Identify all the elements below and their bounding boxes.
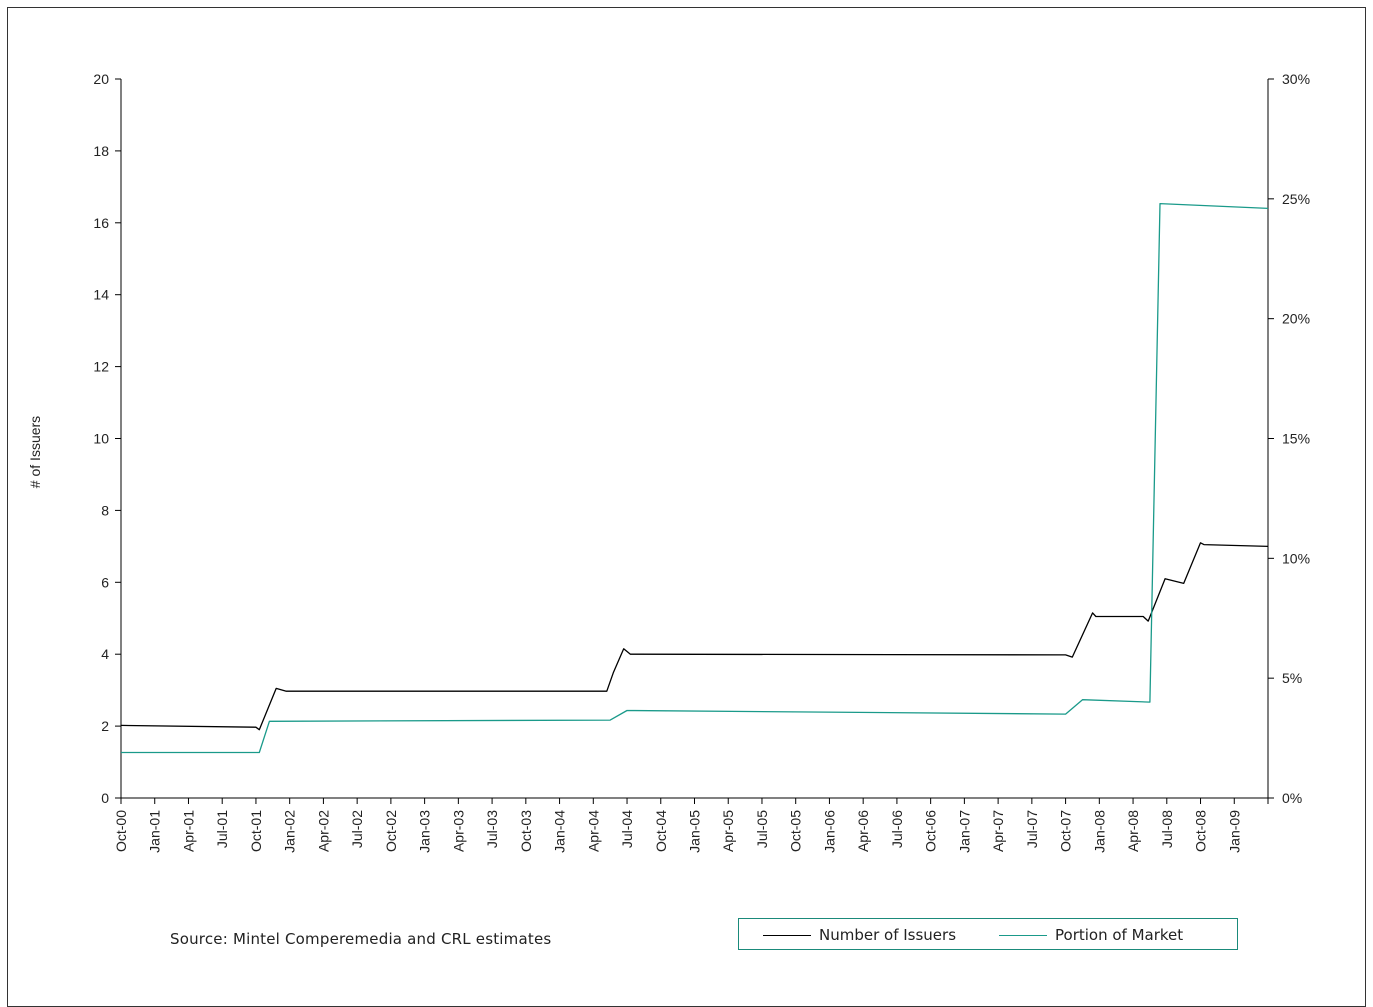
x-tick-label: Jan-01 [147, 810, 163, 853]
legend-label-issuers: Number of Issuers [819, 926, 957, 944]
x-tick-label: Jul-01 [214, 810, 230, 848]
x-tick-label: Apr-06 [855, 810, 871, 852]
x-tick-label: Jan-04 [552, 810, 568, 853]
x-tick-label: Oct-06 [923, 810, 939, 852]
x-tick-label: Jan-03 [417, 810, 433, 853]
source-note: Source: Mintel Comperemedia and CRL esti… [170, 930, 552, 948]
left-tick-label: 0 [101, 790, 109, 806]
x-tick-label: Apr-01 [180, 810, 196, 852]
x-tick-label: Jul-05 [754, 810, 770, 848]
x-tick-label: Jul-06 [889, 810, 905, 848]
x-tick-label: Oct-05 [788, 810, 804, 852]
left-tick-label: 16 [93, 215, 109, 231]
left-tick-label: 10 [93, 431, 109, 447]
left-tick-label: 2 [101, 718, 109, 734]
series-line-market [121, 202, 1269, 754]
right-tick-label: 0% [1282, 790, 1302, 806]
x-tick-label: Oct-08 [1193, 810, 1209, 852]
x-tick-label: Oct-01 [248, 810, 264, 852]
legend-item-issuers: Number of Issuers [763, 926, 956, 944]
right-tick-label: 30% [1282, 71, 1310, 87]
left-tick-label: 6 [101, 574, 109, 590]
x-tick-label: Jan-09 [1226, 810, 1242, 853]
x-tick-label: Apr-03 [450, 810, 466, 852]
legend-swatch-market [999, 935, 1047, 936]
x-tick-label: Apr-07 [990, 810, 1006, 852]
y-axis-label: # of Issuers [27, 416, 43, 488]
left-tick-label: 14 [93, 287, 109, 303]
x-tick-label: Oct-04 [653, 810, 669, 852]
x-tick-label: Jan-06 [821, 810, 837, 853]
left-tick-label: 8 [101, 502, 109, 518]
legend: Number of Issuers Portion of Market [738, 918, 1238, 950]
right-tick-label: 20% [1282, 311, 1310, 327]
x-tick-label: Oct-02 [383, 810, 399, 852]
left-tick-label: 12 [93, 359, 109, 375]
x-tick-label: Jan-07 [956, 810, 972, 853]
x-tick-label: Jan-05 [687, 810, 703, 853]
x-tick-label: Jul-03 [484, 810, 500, 848]
x-tick-label: Oct-07 [1058, 810, 1074, 852]
x-tick-label: Oct-03 [518, 810, 534, 852]
x-tick-label: Jul-07 [1024, 810, 1040, 848]
x-tick-label: Apr-04 [585, 810, 601, 852]
x-tick-label: Jul-02 [349, 810, 365, 848]
x-tick-label: Jan-02 [282, 810, 298, 853]
x-tick-label: Jul-08 [1159, 810, 1175, 848]
left-tick-label: 20 [93, 71, 109, 87]
legend-swatch-issuers [763, 935, 811, 936]
x-tick-label: Jan-08 [1091, 810, 1107, 853]
right-tick-label: 25% [1282, 191, 1310, 207]
right-tick-label: 5% [1282, 670, 1302, 686]
x-tick-label: Apr-08 [1125, 810, 1141, 852]
legend-item-market: Portion of Market [999, 926, 1183, 944]
x-tick-label: Apr-02 [315, 810, 331, 852]
right-tick-label: 10% [1282, 550, 1310, 566]
x-tick-label: Oct-00 [113, 810, 129, 852]
left-tick-label: 4 [101, 646, 109, 662]
series-line-issuers [120, 542, 1269, 731]
x-tick-label: Apr-05 [720, 810, 736, 852]
legend-label-market: Portion of Market [1055, 926, 1184, 944]
left-tick-label: 18 [93, 143, 109, 159]
x-tick-label: Jul-04 [619, 810, 635, 848]
right-tick-label: 15% [1282, 431, 1310, 447]
